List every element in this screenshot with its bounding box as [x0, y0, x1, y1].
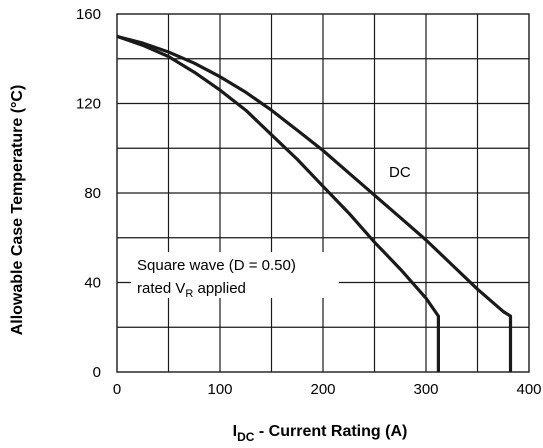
y-axis-title: Allowable Case Temperature (°C): [9, 85, 26, 336]
dc-series-label: DC: [389, 164, 411, 181]
y-tick-label: 0: [93, 364, 101, 381]
x-tick-label: 300: [413, 381, 438, 398]
tick-labels: 0 100 200 300 400 0 40 80 120 160: [76, 6, 542, 398]
grid: [117, 14, 529, 372]
y-tick-label: 160: [76, 6, 101, 23]
y-tick-label: 40: [84, 275, 101, 292]
annotation-background: [131, 252, 339, 298]
square-wave-curve: [116, 34, 440, 372]
x-tick-label: 100: [207, 381, 232, 398]
curves: [116, 34, 513, 372]
square-wave-label: Square wave (D = 0.50): [137, 257, 296, 274]
x-axis-title: IDC - Current Rating (A): [233, 423, 408, 444]
x-tick-label: 0: [113, 381, 121, 398]
x-tick-label: 200: [310, 381, 335, 398]
dc-curve: [116, 34, 513, 372]
x-tick-label: 400: [516, 381, 541, 398]
y-tick-label: 80: [84, 185, 101, 202]
plot-frame: [116, 13, 530, 373]
y-tick-label: 120: [76, 96, 101, 113]
rated-vr-label: rated VR applied: [137, 280, 246, 300]
